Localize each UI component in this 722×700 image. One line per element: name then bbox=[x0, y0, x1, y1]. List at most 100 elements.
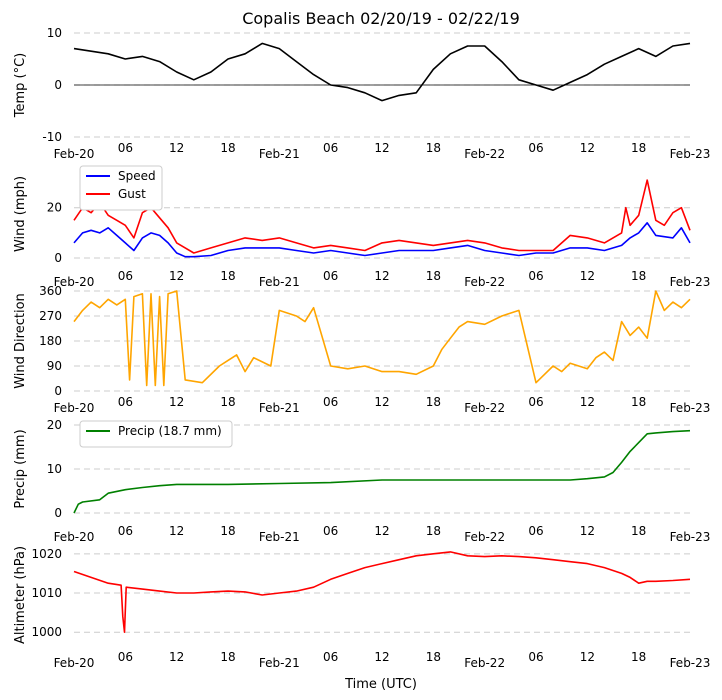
y-tick-label-dir: 180 bbox=[39, 334, 62, 348]
x-tick-label-wind: 06 bbox=[323, 269, 338, 283]
x-tick-label-temp: Feb-21 bbox=[259, 147, 300, 161]
y-tick-label-precip: 10 bbox=[47, 462, 62, 476]
series-line-wind-1 bbox=[73, 179, 691, 254]
x-tick-label-alt: 12 bbox=[374, 650, 389, 664]
y-tick-label-temp: 10 bbox=[47, 26, 62, 40]
x-tick-label-temp: 18 bbox=[426, 141, 441, 155]
x-tick-label-alt: 12 bbox=[169, 650, 184, 664]
y-tick-label-dir: 0 bbox=[54, 384, 62, 398]
x-tick-label-wind: 18 bbox=[631, 269, 646, 283]
y-tick-label-alt: 1010 bbox=[31, 586, 62, 600]
y-tick-label-dir: 360 bbox=[39, 284, 62, 298]
x-tick-label-dir: 12 bbox=[374, 395, 389, 409]
x-tick-label-wind: 18 bbox=[220, 269, 235, 283]
chart-panels: -10 0 10 Temp (°C) Feb-20 06 12 18 Feb-21 06 12 18 F… bbox=[13, 26, 710, 670]
x-tick-label-dir: 06 bbox=[528, 395, 543, 409]
legend-label-precip: Precip (18.7 mm) bbox=[118, 424, 222, 438]
x-tick-label-temp: Feb-20 bbox=[54, 147, 95, 161]
y-tick-label-temp: -10 bbox=[42, 130, 62, 144]
x-tick-label-temp: 12 bbox=[169, 141, 184, 155]
x-tick-label-precip: 18 bbox=[426, 524, 441, 538]
x-tick-label-alt: Feb-21 bbox=[259, 656, 300, 670]
y-axis-label-temp: Temp (°C) bbox=[13, 53, 28, 119]
chart-title: Copalis Beach 02/20/19 - 02/22/19 bbox=[242, 9, 520, 28]
x-tick-label-precip: Feb-23 bbox=[670, 530, 711, 544]
x-tick-label-alt: 18 bbox=[631, 650, 646, 664]
y-axis-label-precip: Precip (mm) bbox=[13, 429, 28, 508]
series-line-dir-0 bbox=[73, 290, 691, 387]
x-tick-label-precip: Feb-22 bbox=[464, 530, 505, 544]
x-tick-label-wind: 12 bbox=[169, 269, 184, 283]
panel-temp: -10 0 10 Temp (°C) Feb-20 06 12 18 Feb-21 06 12 18 F… bbox=[13, 26, 710, 161]
x-tick-label-alt: 06 bbox=[118, 650, 133, 664]
x-tick-label-dir: 12 bbox=[169, 395, 184, 409]
x-tick-label-alt: Feb-22 bbox=[464, 656, 505, 670]
x-tick-label-dir: 18 bbox=[631, 395, 646, 409]
x-tick-label-alt: 18 bbox=[426, 650, 441, 664]
x-tick-label-dir: 12 bbox=[580, 395, 595, 409]
y-tick-label-alt: 1020 bbox=[31, 547, 62, 561]
y-tick-label-alt: 1000 bbox=[31, 625, 62, 639]
x-tick-label-precip: 12 bbox=[374, 524, 389, 538]
x-tick-label-precip: 18 bbox=[631, 524, 646, 538]
x-tick-label-wind: 06 bbox=[528, 269, 543, 283]
x-tick-label-temp: 18 bbox=[220, 141, 235, 155]
x-tick-label-wind: 12 bbox=[580, 269, 595, 283]
series-line-wind-0 bbox=[73, 222, 691, 258]
x-tick-label-wind: 06 bbox=[118, 269, 133, 283]
y-tick-label-dir: 90 bbox=[47, 359, 62, 373]
x-tick-label-precip: 06 bbox=[118, 524, 133, 538]
x-tick-label-dir: Feb-21 bbox=[259, 401, 300, 415]
x-tick-label-wind: Feb-20 bbox=[54, 275, 95, 289]
x-tick-label-wind: 18 bbox=[426, 269, 441, 283]
x-tick-label-precip: 06 bbox=[323, 524, 338, 538]
x-tick-label-alt: Feb-23 bbox=[670, 656, 711, 670]
y-tick-label-precip: 0 bbox=[54, 506, 62, 520]
x-tick-label-dir: Feb-20 bbox=[54, 401, 95, 415]
x-tick-label-wind: 12 bbox=[374, 269, 389, 283]
x-tick-label-precip: 12 bbox=[169, 524, 184, 538]
x-tick-label-dir: Feb-22 bbox=[464, 401, 505, 415]
y-axis-label-dir: Wind Direction bbox=[13, 293, 28, 389]
panel-precip: 0 10 20 Precip (mm) Feb-20 06 12 18 Feb-21 06 12 18… bbox=[13, 418, 710, 544]
x-tick-label-precip: 06 bbox=[528, 524, 543, 538]
series-line-precip-0 bbox=[73, 429, 691, 514]
x-tick-label-alt: 12 bbox=[580, 650, 595, 664]
x-tick-label-dir: 18 bbox=[426, 395, 441, 409]
y-axis-label-alt: Altimeter (hPa) bbox=[13, 546, 28, 644]
series-line-alt-0 bbox=[73, 551, 691, 633]
x-tick-label-temp: 06 bbox=[323, 141, 338, 155]
y-tick-label-temp: 0 bbox=[54, 78, 62, 92]
y-tick-label-dir: 270 bbox=[39, 309, 62, 323]
x-axis-label: Time (UTC) bbox=[344, 677, 417, 692]
x-tick-label-dir: Feb-23 bbox=[670, 401, 711, 415]
x-tick-label-temp: Feb-23 bbox=[670, 147, 711, 161]
y-tick-label-wind: 0 bbox=[54, 251, 62, 265]
x-tick-label-temp: Feb-22 bbox=[464, 147, 505, 161]
x-tick-label-alt: 18 bbox=[220, 650, 235, 664]
x-tick-label-dir: 18 bbox=[220, 395, 235, 409]
x-tick-label-temp: 06 bbox=[118, 141, 133, 155]
x-tick-label-temp: 12 bbox=[374, 141, 389, 155]
panel-dir: 0 90 180 270 360 Wind Direction Feb-20 06 12 18 Fe… bbox=[13, 284, 710, 415]
x-tick-label-wind: Feb-23 bbox=[670, 275, 711, 289]
y-axis-label-wind: Wind (mph) bbox=[13, 176, 28, 252]
series-line-temp-0 bbox=[73, 42, 691, 102]
x-tick-label-temp: 12 bbox=[580, 141, 595, 155]
y-tick-label-precip: 20 bbox=[47, 418, 62, 432]
x-tick-label-wind: Feb-22 bbox=[464, 275, 505, 289]
x-tick-label-wind: Feb-21 bbox=[259, 275, 300, 289]
x-tick-label-precip: Feb-20 bbox=[54, 530, 95, 544]
x-tick-label-precip: Feb-21 bbox=[259, 530, 300, 544]
x-tick-label-precip: 18 bbox=[220, 524, 235, 538]
x-tick-label-temp: 06 bbox=[528, 141, 543, 155]
x-tick-label-alt: 06 bbox=[528, 650, 543, 664]
legend-label-wind: Gust bbox=[118, 187, 146, 201]
legend-box-precip bbox=[79, 420, 233, 448]
x-tick-label-temp: 18 bbox=[631, 141, 646, 155]
y-tick-label-wind: 20 bbox=[47, 201, 62, 215]
x-tick-label-alt: Feb-20 bbox=[54, 656, 95, 670]
legend-label-wind: Speed bbox=[118, 169, 156, 183]
